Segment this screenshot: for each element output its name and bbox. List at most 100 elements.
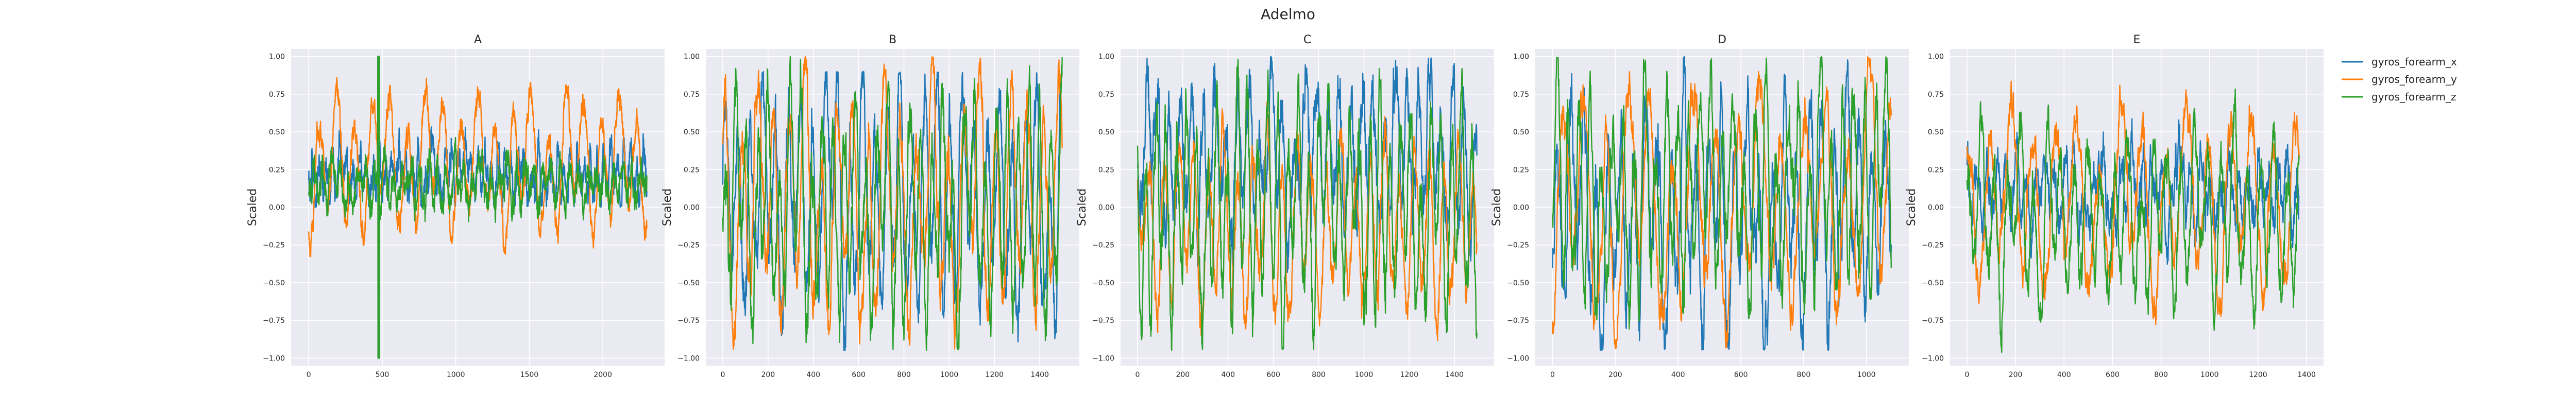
- y-tick-label: −1.00: [1507, 354, 1529, 363]
- y-tick-label: 0.00: [1098, 204, 1114, 212]
- panel-title: C: [1303, 33, 1311, 46]
- series-line-gyros-forearm-y: [722, 56, 1063, 350]
- x-tick-label: 1400: [1030, 371, 1049, 379]
- y-tick-label: 0.50: [1098, 128, 1114, 136]
- x-tick-label: 800: [1797, 371, 1811, 379]
- y-axis-label: Scaled: [246, 188, 259, 226]
- series-line-gyros-forearm-y: [1966, 80, 2300, 325]
- x-tick-label: 1400: [1445, 371, 1464, 379]
- panel-d: D −1.00 −0.75 −0.50 −0.25 0.00 0.25 0.50 0.75 1.0…: [1490, 33, 1909, 379]
- y-tick-label: −0.25: [263, 242, 285, 250]
- legend-label-gyros-forearm-z: gyros_forearm_z: [2371, 91, 2456, 103]
- y-tick-label: 0.75: [1928, 91, 1944, 99]
- x-tick-label: 2000: [594, 371, 612, 379]
- x-tick-label: 1400: [2297, 371, 2316, 379]
- x-tick-label: 1200: [985, 371, 1004, 379]
- y-tick-label: 0.50: [684, 128, 700, 136]
- x-tick-label: 200: [1608, 371, 1622, 379]
- y-tick-label: 0.50: [1928, 128, 1944, 136]
- legend: gyros_forearm_x gyros_forearm_y gyros_fo…: [2342, 56, 2457, 103]
- y-tick-label: −0.25: [1922, 242, 1944, 250]
- panel-title: D: [1718, 33, 1726, 46]
- panel-title: E: [2133, 33, 2141, 46]
- series-line-gyros-forearm-z: [1966, 88, 2300, 353]
- x-tick-label: 800: [897, 371, 911, 379]
- y-tick-label: −0.25: [1092, 242, 1114, 250]
- y-tick-label: 0.25: [1098, 166, 1114, 174]
- y-tick-label: 1.00: [1098, 53, 1114, 61]
- y-tick-label: 1.00: [1928, 53, 1944, 61]
- y-tick-label: −1.00: [1092, 354, 1114, 363]
- x-tick-label: 800: [1312, 371, 1326, 379]
- series-line-gyros-forearm-y: [1137, 101, 1478, 341]
- x-tick-label: 200: [2009, 371, 2023, 379]
- x-tick-label: 800: [2154, 371, 2168, 379]
- x-tick-label: 600: [852, 371, 866, 379]
- series-line-gyros-forearm-z: [1552, 56, 1892, 330]
- y-tick-label: −0.50: [263, 279, 285, 287]
- y-tick-label: −0.75: [1092, 317, 1114, 325]
- x-tick-label: 1000: [1355, 371, 1374, 379]
- y-tick-label: −1.00: [1922, 354, 1944, 363]
- y-tick-label: −0.75: [1922, 317, 1944, 325]
- x-tick-label: 600: [1266, 371, 1280, 379]
- x-tick-label: 1000: [2200, 371, 2219, 379]
- series-line-gyros-forearm-x: [1552, 56, 1892, 351]
- y-tick-label: −0.50: [1922, 279, 1944, 287]
- panel-c: C −1.00 −0.75 −0.50 −0.25 0.00 0.25 0.50 0.75 1.0…: [1076, 33, 1494, 379]
- series-line-gyros-forearm-x: [722, 71, 1063, 351]
- legend-label-gyros-forearm-y: gyros_forearm_y: [2371, 73, 2457, 85]
- y-tick-label: −0.25: [677, 242, 700, 250]
- y-tick-label: 0.25: [269, 166, 285, 174]
- series-line-gyros-forearm-z: [1137, 58, 1478, 351]
- series-line-gyros-forearm-z: [308, 56, 648, 359]
- y-tick-label: 0.25: [684, 166, 700, 174]
- y-tick-label: 0.25: [1928, 166, 1944, 174]
- y-tick-label: 0.00: [684, 204, 700, 212]
- y-tick-label: 0.50: [1513, 128, 1529, 136]
- panel-a: A −1.00 −0.75 −0.50 −0.25 0.00 0.25 0.50 0.75 1.0…: [246, 33, 665, 379]
- x-tick-label: 0: [1550, 371, 1555, 379]
- x-tick-label: 1200: [2249, 371, 2267, 379]
- panel-title: B: [889, 33, 896, 46]
- x-tick-label: 0: [1135, 371, 1140, 379]
- y-tick-label: −0.50: [1507, 279, 1529, 287]
- y-tick-label: 0.00: [269, 204, 285, 212]
- y-tick-label: 1.00: [1513, 53, 1529, 61]
- figure-title: Adelmo: [1261, 6, 1315, 23]
- x-tick-label: 0: [720, 371, 725, 379]
- y-tick-label: 0.50: [269, 128, 285, 136]
- x-tick-label: 200: [1176, 371, 1190, 379]
- series-line-gyros-forearm-z: [722, 56, 1063, 351]
- y-tick-label: 0.00: [1928, 204, 1944, 212]
- y-axis-label: Scaled: [661, 188, 674, 226]
- x-tick-label: 0: [307, 371, 311, 379]
- y-tick-label: −0.50: [1092, 279, 1114, 287]
- y-tick-label: −1.00: [263, 354, 285, 363]
- x-tick-label: 1200: [1400, 371, 1418, 379]
- y-tick-label: 0.00: [1513, 204, 1529, 212]
- y-axis-label: Scaled: [1905, 188, 1918, 226]
- y-tick-label: −0.75: [1507, 317, 1529, 325]
- y-axis-label: Scaled: [1490, 188, 1503, 226]
- x-tick-label: 0: [1964, 371, 1969, 379]
- y-tick-label: −0.25: [1507, 242, 1529, 250]
- x-tick-label: 1000: [1857, 371, 1876, 379]
- series-line-gyros-forearm-y: [1552, 56, 1892, 350]
- y-tick-label: 0.75: [1513, 91, 1529, 99]
- y-tick-label: −0.50: [677, 279, 700, 287]
- x-tick-label: 200: [761, 371, 775, 379]
- x-tick-label: 1000: [447, 371, 465, 379]
- x-tick-label: 400: [806, 371, 820, 379]
- y-tick-label: 0.75: [269, 91, 285, 99]
- y-axis-label: Scaled: [1076, 188, 1089, 226]
- x-tick-label: 400: [1671, 371, 1685, 379]
- y-tick-label: −0.75: [677, 317, 700, 325]
- panel-b: B −1.00 −0.75 −0.50 −0.25 0.00 0.25 0.50 0.75 1.0…: [661, 33, 1079, 379]
- y-tick-label: −0.75: [263, 317, 285, 325]
- legend-label-gyros-forearm-x: gyros_forearm_x: [2371, 56, 2457, 68]
- x-tick-label: 600: [2106, 371, 2120, 379]
- panel-title: A: [474, 33, 482, 46]
- y-tick-label: 0.75: [684, 91, 700, 99]
